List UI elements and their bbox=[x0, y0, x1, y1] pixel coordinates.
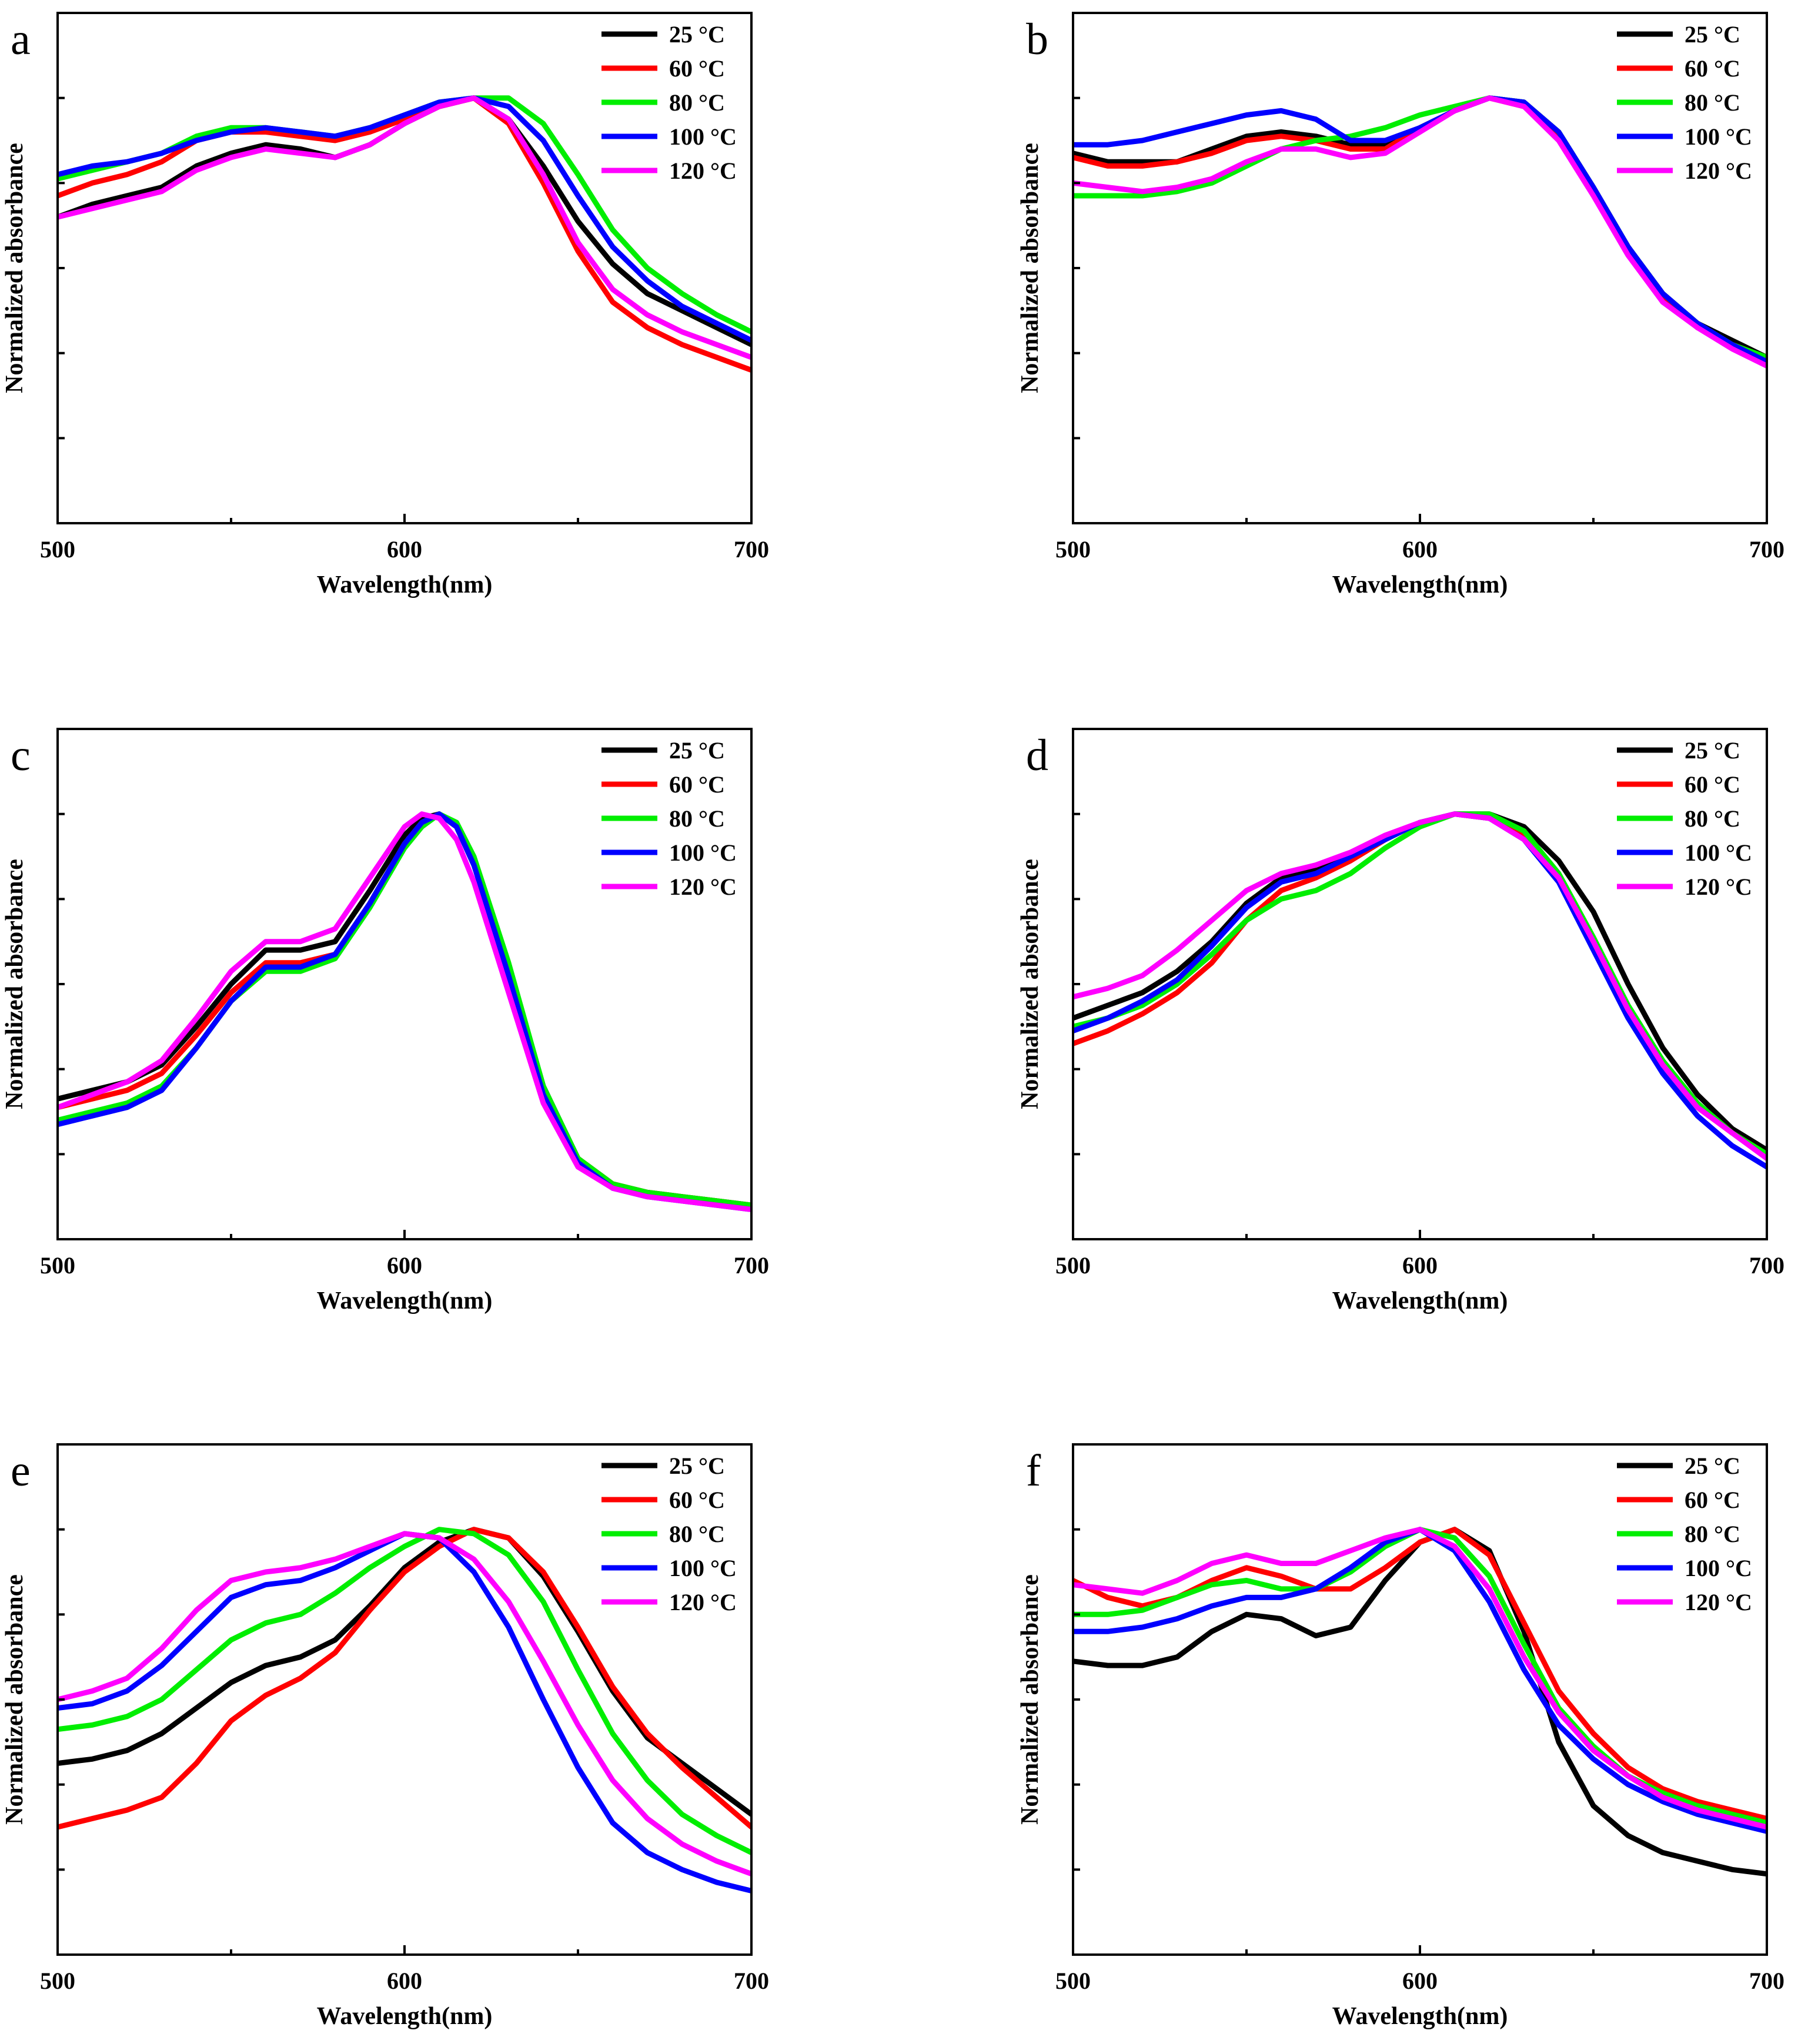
x-tick-label: 500 bbox=[1055, 1252, 1091, 1279]
legend-label: 25 °C bbox=[669, 1453, 725, 1479]
y-axis-label: Normalized absorbance bbox=[1017, 143, 1044, 393]
x-tick-label: 700 bbox=[1749, 1252, 1784, 1279]
legend-label: 120 °C bbox=[669, 874, 737, 900]
legend: 25 °C 60 °C 80 °C 100 °C 120 °C bbox=[1617, 21, 1752, 184]
y-axis-label: Normalized absorbance bbox=[1, 143, 28, 393]
x-tick-label: 600 bbox=[387, 1252, 422, 1279]
x-tick-label: 700 bbox=[734, 1252, 769, 1279]
legend-label: 100 °C bbox=[1685, 839, 1752, 866]
x-tick-label: 500 bbox=[40, 536, 75, 563]
panel-letter: f bbox=[1026, 1446, 1041, 1496]
legend-label: 120 °C bbox=[1685, 158, 1752, 184]
legend-label: 60 °C bbox=[1685, 55, 1740, 82]
legend: 25 °C 60 °C 80 °C 100 °C 120 °C bbox=[601, 737, 737, 900]
panel-d: 500 600 700 Wavelength(nm) Normalized absorb… bbox=[1017, 728, 1784, 1314]
legend-label: 120 °C bbox=[669, 158, 737, 184]
x-tick-label: 700 bbox=[1749, 536, 1784, 563]
legend-label: 100 °C bbox=[1685, 1555, 1752, 1581]
legend-label: 100 °C bbox=[669, 1555, 737, 1581]
legend-label: 60 °C bbox=[1685, 771, 1740, 798]
y-axis-label: Normalized absorbance bbox=[1, 1574, 28, 1825]
x-axis-label: Wavelength(nm) bbox=[1332, 1287, 1508, 1314]
legend-label: 80 °C bbox=[1685, 805, 1740, 832]
legend-label: 80 °C bbox=[1685, 89, 1740, 116]
x-tick-label: 500 bbox=[40, 1252, 75, 1279]
series-group bbox=[58, 1527, 751, 1894]
legend-label: 100 °C bbox=[669, 839, 737, 866]
y-axis-label: Normalized absorbance bbox=[1017, 859, 1044, 1109]
x-tick-label: 600 bbox=[1402, 1252, 1438, 1279]
series-line-100c bbox=[1073, 95, 1767, 364]
legend-label: 60 °C bbox=[669, 55, 725, 82]
series-line-120c bbox=[1073, 811, 1767, 1162]
series-line-120c bbox=[1073, 1527, 1767, 1830]
series-line-80c bbox=[58, 1527, 751, 1855]
legend-label: 120 °C bbox=[1685, 1589, 1752, 1615]
series-group bbox=[1073, 95, 1767, 369]
legend: 25 °C 60 °C 80 °C 100 °C 120 °C bbox=[1617, 737, 1752, 900]
x-tick-label: 600 bbox=[387, 1968, 422, 1994]
y-axis-label: Normalized absorbance bbox=[1017, 1574, 1044, 1825]
panel-b: 500 600 700 Wavelength(nm) Normalized absorb… bbox=[1017, 12, 1784, 598]
panel-letter: e bbox=[11, 1446, 31, 1496]
x-axis-label: Wavelength(nm) bbox=[317, 2003, 493, 2030]
series-line-60c bbox=[58, 95, 751, 373]
panel-letter: b bbox=[1026, 15, 1048, 64]
legend-label: 25 °C bbox=[669, 21, 725, 48]
x-tick-label: 600 bbox=[1402, 1968, 1438, 1994]
x-tick-label: 500 bbox=[1055, 536, 1091, 563]
x-tick-label: 500 bbox=[40, 1968, 75, 1994]
legend: 25 °C 60 °C 80 °C 100 °C 120 °C bbox=[601, 21, 737, 184]
panel-a: 500 600 700 Wavelength(nm) Normalized absorb… bbox=[1, 12, 769, 598]
x-axis-label: Wavelength(nm) bbox=[317, 571, 493, 598]
legend-label: 25 °C bbox=[1685, 737, 1740, 764]
x-axis-label: Wavelength(nm) bbox=[1332, 2003, 1508, 2030]
panel-e: 500 600 700 Wavelength(nm) Normalized absorb… bbox=[1, 1443, 769, 2030]
legend-label: 100 °C bbox=[669, 123, 737, 150]
series-group bbox=[58, 95, 751, 373]
x-tick-label: 500 bbox=[1055, 1968, 1091, 1994]
legend-label: 80 °C bbox=[1685, 1521, 1740, 1547]
legend-label: 25 °C bbox=[1685, 1453, 1740, 1479]
legend: 25 °C 60 °C 80 °C 100 °C 120 °C bbox=[601, 1453, 737, 1615]
series-line-120c bbox=[1073, 95, 1767, 369]
x-tick-label: 700 bbox=[1749, 1968, 1784, 1994]
legend-label: 80 °C bbox=[669, 1521, 725, 1547]
legend-label: 60 °C bbox=[669, 771, 725, 798]
legend-label: 80 °C bbox=[669, 89, 725, 116]
series-line-60c bbox=[58, 1527, 751, 1830]
legend-label: 60 °C bbox=[669, 1487, 725, 1513]
x-tick-label: 700 bbox=[734, 536, 769, 563]
legend: 25 °C 60 °C 80 °C 100 °C 120 °C bbox=[1617, 1453, 1752, 1615]
series-line-100c bbox=[58, 95, 751, 343]
x-axis-label: Wavelength(nm) bbox=[1332, 571, 1508, 598]
panel-letter: c bbox=[11, 731, 31, 780]
panel-letter: d bbox=[1026, 731, 1048, 780]
series-line-120c bbox=[58, 95, 751, 360]
panel-letter: a bbox=[11, 15, 31, 64]
x-tick-label: 700 bbox=[734, 1968, 769, 1994]
legend-label: 80 °C bbox=[669, 805, 725, 832]
legend-label: 25 °C bbox=[669, 737, 725, 764]
legend-label: 120 °C bbox=[669, 1589, 737, 1615]
series-group bbox=[1073, 1527, 1767, 1877]
panel-f: 500 600 700 Wavelength(nm) Normalized absorb… bbox=[1017, 1443, 1784, 2030]
series-group bbox=[1073, 811, 1767, 1170]
series-line-120c bbox=[58, 1531, 751, 1877]
legend-label: 100 °C bbox=[1685, 123, 1752, 150]
y-axis-label: Normalized absorbance bbox=[1, 859, 28, 1109]
x-axis-label: Wavelength(nm) bbox=[317, 1287, 493, 1314]
legend-label: 25 °C bbox=[1685, 21, 1740, 48]
series-group bbox=[58, 811, 751, 1212]
legend-label: 60 °C bbox=[1685, 1487, 1740, 1513]
x-tick-label: 600 bbox=[1402, 536, 1438, 563]
legend-label: 120 °C bbox=[1685, 874, 1752, 900]
x-tick-label: 600 bbox=[387, 536, 422, 563]
series-line-120c bbox=[58, 811, 751, 1212]
panel-c: 500 600 700 Wavelength(nm) Normalized absorb… bbox=[1, 728, 769, 1314]
